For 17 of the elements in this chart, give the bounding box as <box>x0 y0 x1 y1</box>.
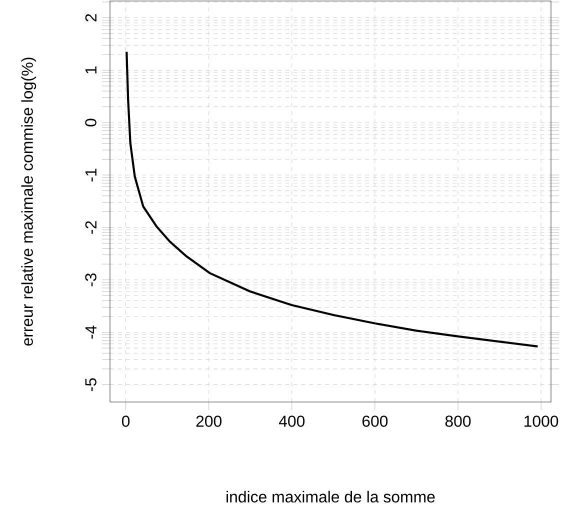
y-tick-label: -4 <box>85 326 96 339</box>
x-tick-label: 0 <box>122 416 130 427</box>
y-tick-label: 2 <box>85 14 96 22</box>
y-axis-title: erreur relative maximale commise log(%) <box>21 58 36 346</box>
x-tick-label: 600 <box>362 416 388 427</box>
y-tick-label: 1 <box>85 66 96 74</box>
y-tick-label: -5 <box>85 378 96 392</box>
x-axis-title: indice maximale de la somme <box>226 490 435 503</box>
y-tick-label: -2 <box>85 221 96 234</box>
y-tick-label: 0 <box>85 118 96 126</box>
x-tick-label: 1000 <box>524 416 558 427</box>
y-tick-label: -3 <box>85 273 96 286</box>
x-tick-label: 400 <box>278 416 305 427</box>
x-tick-label: 200 <box>196 416 222 427</box>
y-tick-label: -1 <box>85 168 96 182</box>
x-tick-label: 800 <box>445 416 471 427</box>
line-series <box>126 50 539 348</box>
